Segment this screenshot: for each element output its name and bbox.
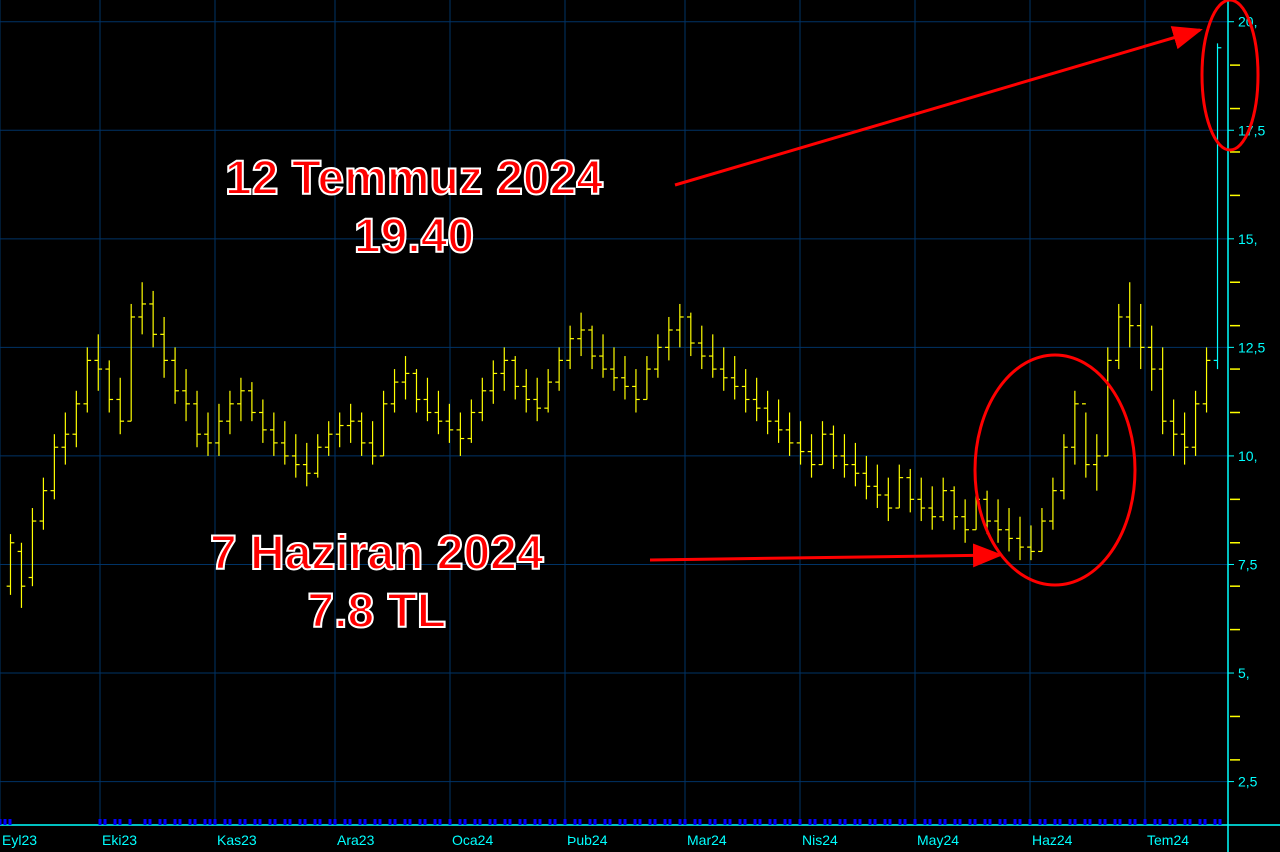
svg-text:15,: 15, [1238, 231, 1257, 247]
annotation-low-date: 7 Haziran 2024 [210, 525, 544, 583]
svg-text:7,5: 7,5 [1238, 556, 1258, 572]
svg-text:2,5: 2,5 [1238, 774, 1258, 790]
annotation-high: 12 Temmuz 2024 19.40 [225, 150, 603, 265]
svg-text:Eki23: Eki23 [102, 832, 137, 848]
annotation-high-date: 12 Temmuz 2024 [225, 150, 603, 208]
annotation-low-value: 7.8 TL [210, 583, 544, 641]
annotation-low: 7 Haziran 2024 7.8 TL [210, 525, 544, 640]
svg-text:May24: May24 [917, 832, 959, 848]
svg-text:Nis24: Nis24 [802, 832, 838, 848]
svg-text:5,: 5, [1238, 665, 1250, 681]
svg-text:10,: 10, [1238, 448, 1257, 464]
svg-text:Eyl23: Eyl23 [2, 832, 37, 848]
svg-text:Þub24: Þub24 [567, 832, 608, 848]
svg-text:Mar24: Mar24 [687, 832, 727, 848]
svg-text:Oca24: Oca24 [452, 832, 493, 848]
annotation-high-value: 19.40 [225, 208, 603, 266]
svg-text:Haz24: Haz24 [1032, 832, 1073, 848]
svg-text:12,5: 12,5 [1238, 339, 1265, 355]
svg-text:Kas23: Kas23 [217, 832, 257, 848]
svg-text:Ara23: Ara23 [337, 832, 375, 848]
svg-text:Tem24: Tem24 [1147, 832, 1189, 848]
price-chart: 2,55,7,510,12,515,17,520,Eyl23Eki23Kas23… [0, 0, 1280, 852]
